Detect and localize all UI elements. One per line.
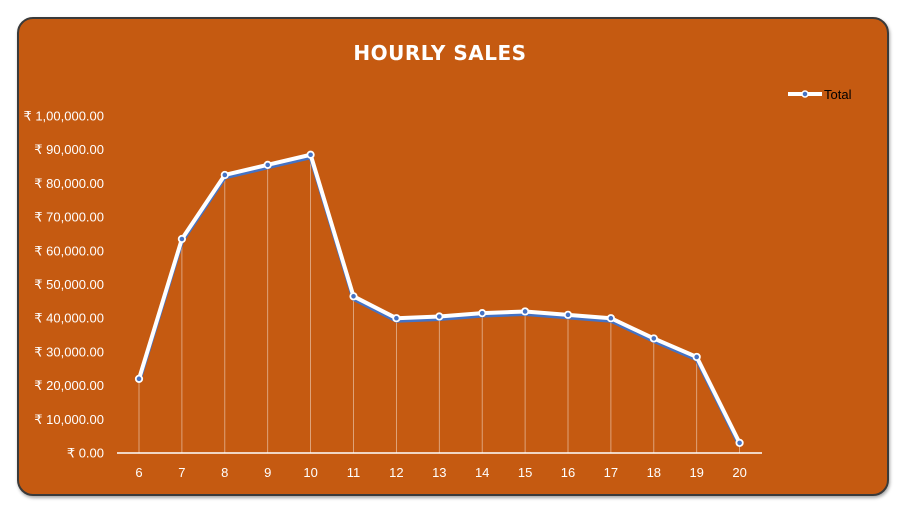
- x-tick-label: 14: [475, 465, 489, 480]
- data-point: [435, 312, 444, 321]
- y-tick-label: ₹ 90,000.00: [34, 142, 104, 157]
- data-point: [134, 374, 144, 383]
- data-point: [306, 150, 315, 159]
- x-tick-label: 7: [178, 465, 185, 480]
- data-point: [649, 334, 658, 343]
- x-tick-label: 13: [432, 465, 446, 480]
- y-tick-label: ₹ 50,000.00: [34, 277, 104, 292]
- data-point: [177, 234, 186, 244]
- data-point: [349, 292, 358, 301]
- x-tick-label: 8: [221, 465, 228, 480]
- y-tick-label: ₹ 20,000.00: [34, 378, 104, 393]
- y-tick-label: ₹ 80,000.00: [34, 176, 104, 191]
- y-tick-label: ₹ 0.00: [67, 446, 104, 461]
- x-tick-label: 10: [303, 465, 317, 480]
- legend-marker: [801, 90, 809, 98]
- x-tick-label: 12: [389, 465, 403, 480]
- x-tick-label: 15: [518, 465, 532, 480]
- data-point: [220, 170, 229, 180]
- data-point: [520, 307, 530, 316]
- data-point: [735, 438, 744, 447]
- data-point: [478, 309, 487, 318]
- legend-label-total: Total: [824, 87, 852, 102]
- x-axis-tick-labels: 6 7 8 9 10 11 12 13 14 15 16 17 18 19 20: [135, 465, 746, 480]
- y-axis-tick-labels: ₹ 0.00 ₹ 10,000.00 ₹ 20,000.00 ₹ 30,000.00 ₹…: [23, 109, 104, 461]
- y-tick-label: ₹ 30,000.00: [34, 344, 104, 359]
- x-tick-label: 18: [647, 465, 661, 480]
- drop-lines: [138, 154, 740, 453]
- x-tick-label: 20: [732, 465, 746, 480]
- x-tick-label: 19: [689, 465, 703, 480]
- chart-card: [17, 17, 889, 496]
- data-point: [692, 352, 701, 362]
- data-point: [392, 314, 401, 323]
- y-tick-label: ₹ 1,00,000.00: [23, 109, 104, 124]
- series-total: [134, 150, 744, 447]
- data-point: [263, 160, 272, 169]
- x-tick-label: 16: [561, 465, 575, 480]
- data-point: [606, 314, 616, 323]
- y-tick-label: ₹ 60,000.00: [34, 243, 104, 258]
- x-tick-label: 6: [135, 465, 142, 480]
- y-tick-label: ₹ 10,000.00: [34, 412, 104, 427]
- y-tick-label: ₹ 40,000.00: [34, 311, 104, 326]
- legend: Total: [788, 87, 852, 102]
- chart-title: HOURLY SALES: [353, 41, 526, 65]
- x-tick-label: 17: [604, 465, 618, 480]
- data-point: [563, 310, 573, 319]
- y-tick-label: ₹ 70,000.00: [34, 210, 104, 225]
- x-tick-label: 9: [264, 465, 271, 480]
- x-tick-label: 11: [347, 465, 361, 480]
